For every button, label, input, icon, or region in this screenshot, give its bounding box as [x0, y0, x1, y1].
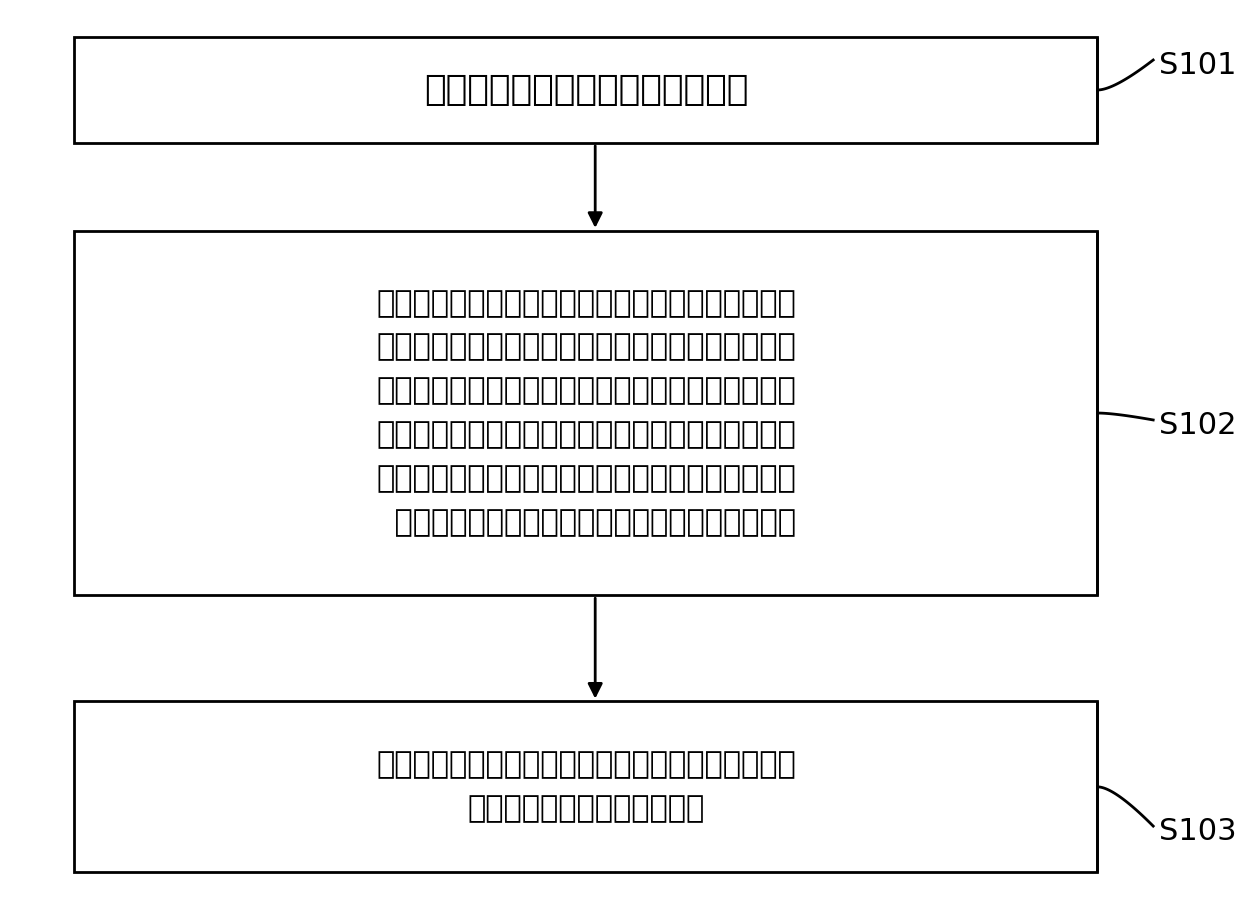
- Text: S103: S103: [1159, 817, 1238, 845]
- Text: S102: S102: [1159, 411, 1238, 439]
- Bar: [74, 37, 1097, 143]
- Text: S101: S101: [1159, 51, 1238, 79]
- Text: 根据迭代计算得到的所述桥臂输出电压的基波分量的
幅值计算所述换流器的调制度: 根据迭代计算得到的所述桥臂输出电压的基波分量的 幅值计算所述换流器的调制度: [376, 750, 796, 823]
- Bar: [74, 701, 1097, 872]
- Bar: [74, 231, 1097, 595]
- Text: 获取换流器的开关函数和桥臂电流: 获取换流器的开关函数和桥臂电流: [424, 73, 748, 107]
- Text: 根据所述开关函数和所述桥臂电流迭代计算所述换流
器的桥臂输出电压，在迭代计算过程中，基于每次迭
代计算得到的所述桥臂输出电压对所述桥臂电流以及
所述开关函数进行: 根据所述开关函数和所述桥臂电流迭代计算所述换流 器的桥臂输出电压，在迭代计算过程…: [376, 289, 796, 537]
